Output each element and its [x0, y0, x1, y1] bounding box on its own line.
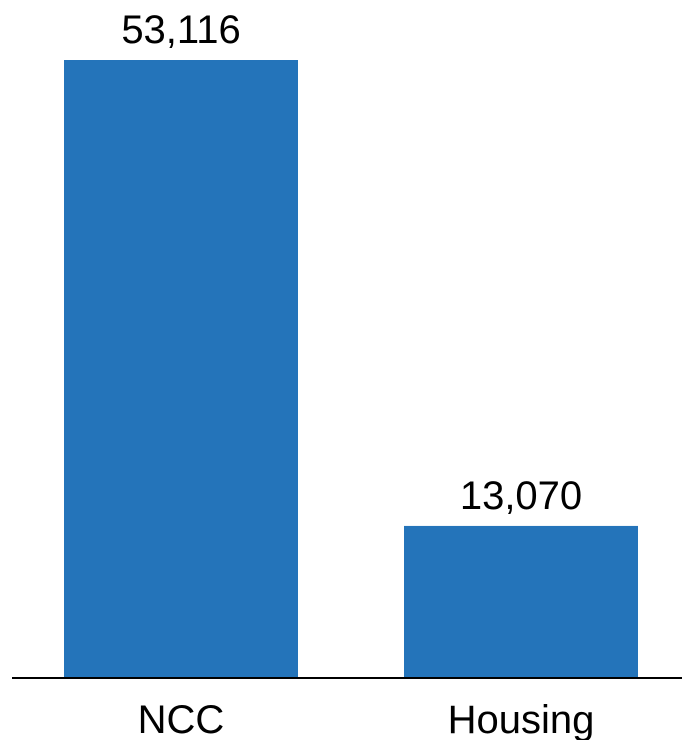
bar-ncc: [64, 60, 298, 678]
category-label-ncc: NCC: [138, 698, 225, 740]
category-labels-group: NCC Housing: [138, 698, 595, 742]
category-label-housing: Housing: [448, 698, 595, 740]
value-label-housing: 13,070: [460, 474, 582, 518]
value-label-ncc: 53,116: [121, 8, 240, 52]
bars-group: [64, 60, 638, 678]
value-labels-group: 53,116 13,070: [121, 8, 582, 518]
bar-housing: [404, 525, 638, 678]
